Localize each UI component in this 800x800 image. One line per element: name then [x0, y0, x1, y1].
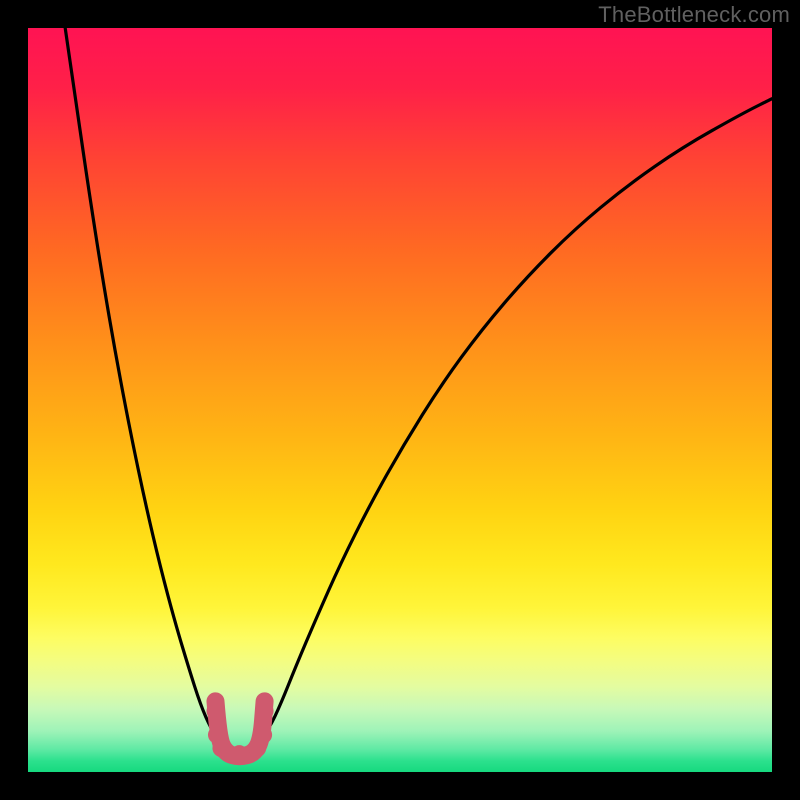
bottleneck-u-dot: [256, 702, 274, 720]
bottleneck-chart: [0, 0, 800, 800]
bottleneck-u-dot: [230, 745, 248, 763]
bottleneck-u-dot: [254, 726, 272, 744]
chart-container: TheBottleneck.com: [0, 0, 800, 800]
bottleneck-u-dot: [206, 702, 224, 720]
plot-background: [28, 28, 772, 772]
watermark-text: TheBottleneck.com: [598, 2, 790, 28]
bottleneck-u-dot: [212, 739, 230, 757]
